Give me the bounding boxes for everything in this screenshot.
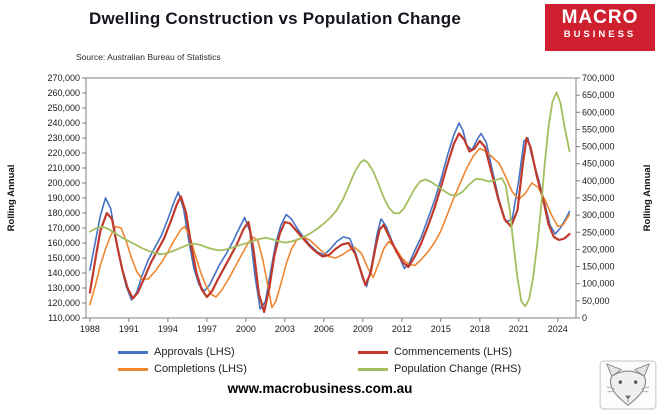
x-tick-label: 2006 [314, 324, 334, 334]
y-right-axis-title: Rolling Annual [642, 165, 653, 232]
y-right-tick-label: 650,000 [582, 90, 615, 100]
y-left-tick-label: 240,000 [47, 118, 80, 128]
y-left-tick-label: 160,000 [47, 238, 80, 248]
x-tick-label: 1991 [119, 324, 139, 334]
y-right-tick-label: 350,000 [582, 193, 615, 203]
x-tick-label: 2000 [236, 324, 256, 334]
x-tick-label: 2021 [509, 324, 529, 334]
y-right-tick-label: 550,000 [582, 124, 615, 134]
legend-item-approvals: Approvals (LHS) [118, 346, 358, 358]
series-population-change-rhs [89, 91, 571, 308]
logo-text-business: BUSINESS [563, 28, 637, 40]
y-left-axis-title: Rolling Annual [6, 165, 17, 232]
legend-item-completions: Completions (LHS) [118, 363, 358, 375]
source-label: Source: Australian Bureau of Statistics [76, 52, 221, 62]
y-left-tick-label: 250,000 [47, 103, 80, 113]
y-left-tick-label: 220,000 [47, 148, 80, 158]
y-right-tick-label: 0 [582, 313, 587, 323]
x-tick-label: 2012 [392, 324, 412, 334]
plot-area [85, 77, 577, 319]
series-commencements-lhs [88, 132, 571, 314]
y-left-tick-label: 210,000 [47, 163, 80, 173]
y-left-tick-label: 270,000 [47, 73, 80, 83]
legend-label-commencements: Commencements (LHS) [394, 346, 512, 358]
legend-swatch-approvals [118, 350, 148, 354]
chart-legend: Approvals (LHS) Commencements (LHS) Comp… [118, 346, 598, 375]
y-right-tick-label: 300,000 [582, 210, 615, 220]
y-right-tick-label: 600,000 [582, 107, 615, 117]
page-title: Dwelling Construction vs Population Chan… [88, 9, 462, 28]
legend-item-population-change: Population Change (RHS) [358, 363, 598, 375]
legend-swatch-population-change [358, 367, 388, 371]
series-approvals-lhs [89, 122, 571, 310]
y-left-tick-label: 170,000 [47, 223, 80, 233]
y-right-tick-label: 700,000 [582, 73, 615, 83]
legend-swatch-completions [118, 367, 148, 371]
y-left-tick-label: 200,000 [47, 178, 80, 188]
fox-logo-icon [599, 360, 657, 410]
y-left-tick-label: 230,000 [47, 133, 80, 143]
y-right-tick-label: 150,000 [582, 262, 615, 272]
y-right-tick-label: 250,000 [582, 227, 615, 237]
x-tick-label: 2015 [431, 324, 451, 334]
y-left-tick-label: 150,000 [47, 253, 80, 263]
x-tick-label: 2024 [548, 324, 568, 334]
y-left-tick-label: 130,000 [47, 283, 80, 293]
x-tick-label: 2009 [353, 324, 373, 334]
legend-swatch-commencements [358, 350, 388, 354]
x-tick-label: 2018 [470, 324, 490, 334]
macrobusiness-logo: MACRO BUSINESS [545, 4, 655, 51]
y-right-tick-label: 450,000 [582, 159, 615, 169]
y-left-tick-label: 190,000 [47, 193, 80, 203]
legend-label-approvals: Approvals (LHS) [154, 346, 235, 358]
y-right-tick-label: 50,000 [582, 296, 610, 306]
x-tick-label: 1997 [197, 324, 217, 334]
y-right-tick-label: 500,000 [582, 142, 615, 152]
website-url: www.macrobusiness.com.au [227, 381, 413, 396]
y-left-tick-label: 180,000 [47, 208, 80, 218]
y-left-tick-label: 110,000 [48, 313, 80, 323]
legend-item-commencements: Commencements (LHS) [358, 346, 598, 358]
series-completions-lhs [89, 147, 571, 309]
legend-label-completions: Completions (LHS) [154, 363, 247, 375]
y-right-tick-label: 200,000 [582, 244, 615, 254]
y-right-tick-label: 400,000 [582, 176, 615, 186]
y-right-tick-label: 100,000 [582, 279, 615, 289]
legend-label-population-change: Population Change (RHS) [394, 363, 522, 375]
x-tick-label: 1994 [158, 324, 178, 334]
x-tick-label: 2003 [275, 324, 295, 334]
y-left-tick-label: 120,000 [47, 298, 80, 308]
y-left-tick-label: 140,000 [47, 268, 80, 278]
x-tick-label: 1988 [80, 324, 100, 334]
logo-text-macro: MACRO [561, 7, 639, 28]
y-left-tick-label: 260,000 [47, 88, 80, 98]
